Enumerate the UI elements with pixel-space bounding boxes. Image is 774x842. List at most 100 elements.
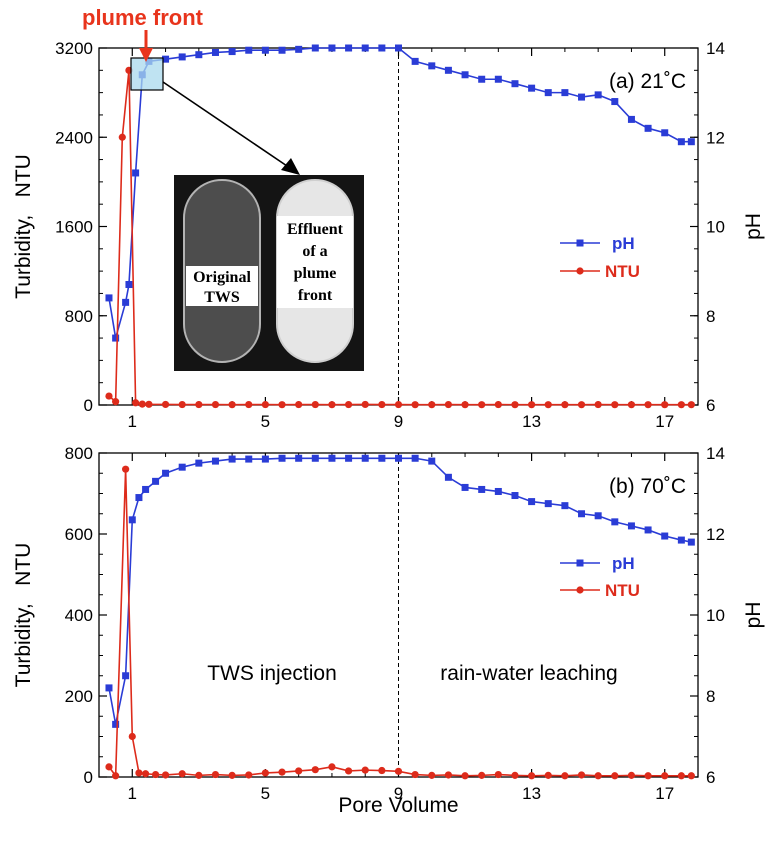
ntu-point (687, 772, 695, 780)
ntu-point (195, 400, 203, 409)
ph-point (152, 477, 160, 485)
ph-point (211, 457, 219, 465)
ph-point (311, 454, 319, 462)
ntu-point (344, 767, 353, 775)
ntu-point (278, 401, 286, 409)
x-tick-label: 5 (261, 412, 270, 431)
ph-point (395, 454, 402, 462)
highlight-arrow-head (281, 158, 300, 175)
ph-point (478, 75, 486, 83)
ntu-point (344, 400, 353, 409)
x-tick-label: 9 (394, 784, 403, 803)
ntu-point (105, 392, 113, 400)
y-left-tick-label: 400 (65, 606, 93, 625)
ph-point (627, 115, 635, 123)
ntu-point (444, 400, 453, 409)
ntu-point (261, 400, 269, 409)
ntu-point (478, 771, 486, 779)
ntu-point (494, 770, 502, 779)
legend-ntu-label: NTU (605, 262, 640, 281)
y-left-tick-label: 1600 (55, 218, 93, 237)
ph-point (328, 454, 336, 462)
ph-point (122, 672, 130, 680)
y-right-axis-title: pH (742, 213, 765, 240)
ntu-point (178, 400, 186, 409)
ph-point (125, 281, 133, 289)
plume-front-highlight-box (130, 57, 164, 91)
ntu-point (611, 401, 619, 409)
ntu-point (394, 767, 403, 775)
y-left-tick-label: 2400 (55, 128, 93, 147)
ph-point (411, 57, 419, 65)
ph-point (178, 463, 186, 471)
x-axis-title: Pore Volume (338, 794, 458, 817)
y-right-tick-label: 10 (706, 606, 725, 625)
ph-point (105, 294, 113, 302)
ph-point (245, 455, 253, 463)
y-left-tick-label: 800 (65, 444, 93, 463)
ph-point (378, 454, 386, 462)
ph-point (561, 89, 569, 97)
ph-point (411, 454, 419, 462)
y-right-axis-title: pH (742, 602, 765, 629)
photo-label-effluent: of a (302, 243, 327, 260)
ntu-point (361, 400, 369, 409)
ntu-point (132, 399, 140, 407)
y-right-tick-label: 14 (706, 444, 725, 463)
ntu-point (141, 770, 150, 778)
panel-a-chart: 1 5 9 13 17 0 800 1600 2400 3200 6 8 10 12 14 Turbidity… (12, 30, 765, 431)
ntu-point (411, 401, 419, 409)
y-left-axis-title: Turbidity, NTU (12, 154, 35, 299)
ph-point (677, 138, 685, 146)
ph-point (528, 498, 536, 506)
ph-point (128, 516, 136, 524)
ntu-point (644, 401, 652, 409)
ph-point (578, 510, 586, 518)
plume-front-label: plume front (82, 5, 204, 30)
ph-point (378, 44, 386, 52)
y-right-tick-label: 12 (706, 128, 725, 147)
ph-point (544, 500, 552, 508)
ph-point (611, 98, 619, 106)
ph-point (511, 80, 519, 88)
series-line-ntu (108, 469, 692, 779)
ntu-point (411, 770, 419, 779)
ntu-point (112, 772, 120, 780)
y-right-tick-label: 10 (706, 218, 725, 237)
ntu-point (528, 772, 536, 780)
ph-point (461, 71, 469, 79)
ntu-point (478, 401, 486, 409)
ph-point (112, 720, 120, 728)
ntu-point (261, 769, 269, 777)
ph-point (594, 91, 602, 99)
photo-label-original: Original (193, 269, 251, 286)
highlight-arrow-line (162, 81, 291, 169)
ph-point (687, 138, 695, 146)
ntu-point (135, 769, 143, 777)
ph-point (162, 55, 170, 63)
y-left-axis-title: Turbidity, NTU (12, 543, 35, 688)
ph-point (428, 457, 436, 465)
ntu-point (644, 772, 652, 780)
ntu-point (161, 400, 170, 409)
y-left-tick-label: 200 (65, 687, 93, 706)
ph-point (261, 455, 269, 463)
ph-point (594, 512, 602, 520)
ph-point (278, 454, 286, 462)
y-right-tick-label: 12 (706, 525, 725, 544)
ntu-point (627, 771, 636, 779)
ph-point (528, 84, 536, 92)
legend-ph-label: pH (612, 234, 635, 253)
ph-point (142, 485, 150, 493)
legend-ph-marker (576, 239, 584, 247)
ntu-point (627, 401, 636, 409)
ntu-point (544, 771, 552, 779)
ph-point (162, 469, 170, 477)
ntu-point (311, 400, 319, 409)
photo-label-effluent: front (298, 287, 333, 304)
y-left-tick-label: 3200 (55, 39, 93, 58)
ph-point (644, 124, 652, 132)
ntu-point (444, 771, 453, 779)
plume-front-arrow-head (139, 48, 153, 62)
ph-point (611, 518, 619, 526)
